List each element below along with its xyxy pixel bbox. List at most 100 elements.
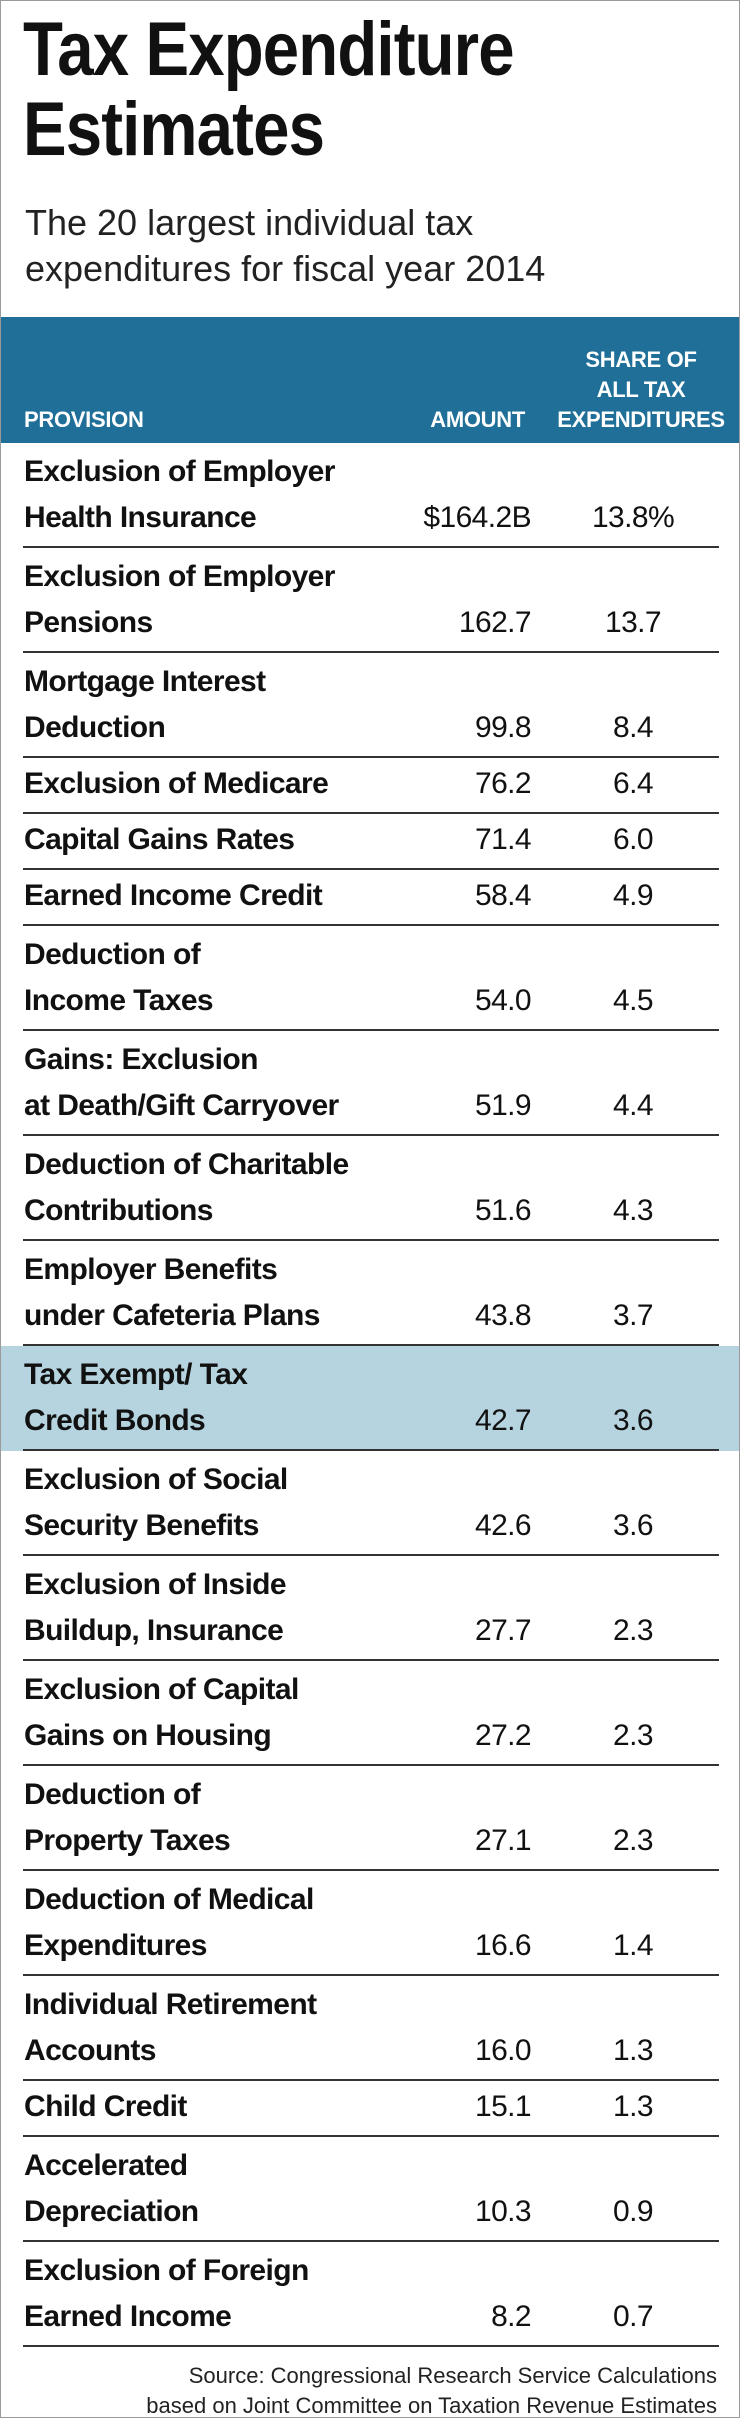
provision: Expenditures <box>24 1929 207 1962</box>
source-line: Source: Congressional Research Service C… <box>188 2363 717 2388</box>
row-rule <box>23 1869 719 1871</box>
provision: Exclusion of Employer <box>24 560 335 593</box>
column-header: ALL TAX <box>596 377 686 402</box>
amount: 27.2 <box>475 1719 532 1752</box>
amount: 71.4 <box>475 823 532 856</box>
share: 13.7 <box>605 606 662 639</box>
table-row: Exclusion of Inside Buildup, Insurance 27.… <box>1 1556 739 1661</box>
provision: Exclusion of Social <box>24 1463 288 1496</box>
row-rule <box>23 546 719 548</box>
provision: Accelerated <box>24 2149 188 2182</box>
table-row: Deduction of Charitable Contributions 51.6… <box>1 1136 739 1241</box>
row-rule <box>23 812 719 814</box>
share: 3.6 <box>613 1509 654 1542</box>
provision: Mortgage Interest <box>24 665 266 698</box>
amount: 16.6 <box>475 1929 532 1962</box>
table-row: Child Credit 15.1 1.3 <box>1 2081 739 2137</box>
table-row: Deduction of Medical Expenditures 16.6 1.4 <box>1 1871 739 1976</box>
table-row: Exclusion of Capital Gains on Housing 27.2… <box>1 1661 739 1766</box>
table-row: Gains: Exclusion at Death/Gift Carryover 5… <box>1 1031 739 1136</box>
provision: Exclusion of Employer <box>24 455 335 488</box>
row-rule <box>23 1344 719 1346</box>
provision: Gains on Housing <box>24 1719 272 1752</box>
provision: Exclusion of Foreign <box>24 2254 309 2287</box>
share: 4.4 <box>613 1089 654 1122</box>
provision: Contributions <box>24 1194 213 1227</box>
share: 1.3 <box>613 2034 654 2067</box>
share: 1.4 <box>613 1929 654 1962</box>
provision: Income Taxes <box>24 984 214 1017</box>
share: 2.3 <box>613 1824 654 1857</box>
row-rule <box>23 1659 719 1661</box>
row-rule <box>23 1239 719 1241</box>
share: 0.9 <box>613 2195 654 2228</box>
amount: 162.7 <box>458 606 532 639</box>
column-header: EXPENDITURES <box>557 407 725 432</box>
amount: 42.7 <box>475 1404 532 1437</box>
share: 13.8% <box>591 501 675 534</box>
row-rule <box>23 868 719 870</box>
share: 2.3 <box>613 1719 654 1752</box>
row-rule <box>23 756 719 758</box>
row-rule <box>23 2079 719 2081</box>
table-row: Exclusion of Employer Pensions 162.7 13.7 <box>1 548 739 653</box>
provision: Buildup, Insurance <box>24 1614 284 1647</box>
row-rule <box>23 1764 719 1766</box>
row-rule <box>23 2240 719 2242</box>
table-header: PROVISION AMOUNT SHARE OF ALL TAX EXPENDITUR… <box>1 317 739 443</box>
share: 3.6 <box>613 1404 654 1437</box>
amount: 99.8 <box>475 711 532 744</box>
row-rule <box>23 1134 719 1136</box>
amount: 51.6 <box>475 1194 532 1227</box>
subtitle-line: The 20 largest individual tax <box>25 202 474 243</box>
table-row: Deduction of Income Taxes 54.0 4.5 <box>1 926 739 1031</box>
provision: at Death/Gift Carryover <box>24 1089 339 1122</box>
table-row: Earned Income Credit 58.4 4.9 <box>1 870 739 926</box>
provision: Pensions <box>24 606 153 639</box>
row-rule <box>23 2345 719 2347</box>
row-rule <box>23 2135 719 2137</box>
table-row: Exclusion of Employer Health Insurance $16… <box>1 443 739 548</box>
provision: Security Benefits <box>24 1509 259 1542</box>
table-row: Exclusion of Medicare 76.2 6.4 <box>1 758 739 814</box>
row-rule <box>23 651 719 653</box>
provision: Child Credit <box>24 2090 187 2123</box>
provision: Depreciation <box>24 2195 199 2228</box>
share: 6.0 <box>613 823 654 856</box>
amount: 15.1 <box>475 2090 532 2123</box>
row-rule <box>23 924 719 926</box>
provision: Earned Income Credit <box>24 879 323 912</box>
row-rule <box>23 1029 719 1031</box>
table-row: Capital Gains Rates 71.4 6.0 <box>1 814 739 870</box>
row-rule <box>23 1449 719 1451</box>
share: 3.7 <box>613 1299 654 1332</box>
table-row: Accelerated Depreciation 10.3 0.9 <box>1 2137 739 2242</box>
amount: 54.0 <box>475 984 532 1017</box>
row-rule <box>23 1554 719 1556</box>
provision: Property Taxes <box>24 1824 231 1857</box>
provision: Deduction of <box>24 1778 201 1811</box>
provision: Exclusion of Medicare <box>24 767 329 800</box>
column-header: PROVISION <box>24 407 144 432</box>
provision: Credit Bonds <box>24 1404 206 1437</box>
provision: Capital Gains Rates <box>24 823 295 856</box>
provision: Deduction of Medical <box>24 1883 314 1916</box>
table-row: Tax Exempt/ Tax Credit Bonds 42.7 3.6 <box>1 1346 739 1451</box>
column-header: AMOUNT <box>430 407 525 432</box>
provision: Exclusion of Capital <box>24 1673 299 1706</box>
amount: $164.2B <box>423 501 531 534</box>
table-row: Individual Retirement Accounts 16.0 1.3 <box>1 1976 739 2081</box>
column-header: SHARE OF <box>585 347 697 372</box>
title-line: Tax Expenditure <box>23 7 515 92</box>
share: 0.7 <box>613 2300 654 2333</box>
provision: Deduction of <box>24 938 201 971</box>
table-row: Exclusion of Social Security Benefits 42.6… <box>1 1451 739 1556</box>
share: 2.3 <box>613 1614 654 1647</box>
share: 4.5 <box>613 984 654 1017</box>
row-rule <box>23 1974 719 1976</box>
table-row: Employer Benefits under Cafeteria Plans 43… <box>1 1241 739 1346</box>
amount: 58.4 <box>475 879 532 912</box>
amount: 42.6 <box>475 1509 532 1542</box>
share: 4.9 <box>613 879 654 912</box>
